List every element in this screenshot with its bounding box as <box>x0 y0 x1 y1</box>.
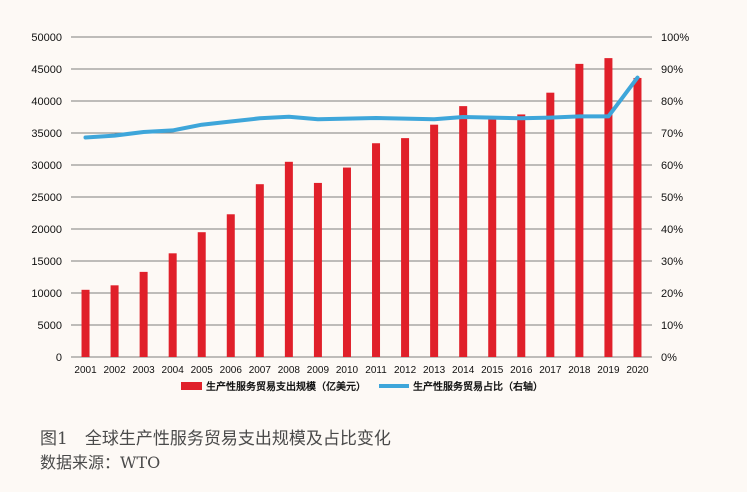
x-tick-label: 2016 <box>510 365 533 376</box>
x-tick-label: 2018 <box>568 365 591 376</box>
x-tick-label: 2020 <box>626 365 649 376</box>
bar-2001 <box>81 289 90 357</box>
y-right-tick-label: 30% <box>661 256 683 268</box>
y-left-tick-label: 35000 <box>31 128 62 140</box>
y-right-tick-label: 0% <box>661 352 677 364</box>
bar-2014 <box>459 106 468 358</box>
x-tick-label: 2004 <box>162 365 185 376</box>
bar-2017 <box>546 92 555 358</box>
legend-label-line: 生产性服务贸易占比（右轴） <box>413 380 543 393</box>
x-tick-label: 2003 <box>133 365 156 376</box>
x-tick-label: 2010 <box>336 365 359 376</box>
bar-2002 <box>110 285 119 357</box>
bar-2005 <box>197 232 206 357</box>
y-left-tick-label: 10000 <box>31 288 62 300</box>
y-right-tick-label: 80% <box>661 96 683 108</box>
y-left-tick-label: 0 <box>56 352 62 364</box>
x-tick-label: 2019 <box>597 365 620 376</box>
y-right-tick-label: 90% <box>661 64 683 76</box>
legend-swatch-bar <box>181 382 202 390</box>
bar-2011 <box>372 143 381 357</box>
y-left-tick-label: 5000 <box>38 320 62 332</box>
bar-2008 <box>284 161 293 357</box>
y-left-tick-label: 15000 <box>31 256 62 268</box>
bar-2015 <box>488 118 497 357</box>
x-tick-label: 2015 <box>481 365 504 376</box>
x-tick-label: 2002 <box>103 365 126 376</box>
bar-2020 <box>633 77 642 358</box>
y-left-tick-label: 30000 <box>31 160 62 172</box>
x-tick-label: 2007 <box>249 365 272 376</box>
bar-2004 <box>168 253 177 357</box>
y-right-tick-label: 40% <box>661 224 683 236</box>
bar-2010 <box>342 167 351 357</box>
y-right-tick-label: 70% <box>661 128 683 140</box>
figure-caption-source: 数据来源：WTO <box>40 453 161 472</box>
y-left-tick-label: 25000 <box>31 192 62 204</box>
y-left-tick-label: 20000 <box>31 224 62 236</box>
bar-2018 <box>575 63 584 357</box>
x-tick-label: 2014 <box>452 365 475 376</box>
bar-2009 <box>313 182 322 357</box>
x-tick-label: 2001 <box>74 365 97 376</box>
bar-2012 <box>401 138 410 357</box>
bar-2003 <box>139 271 148 357</box>
x-tick-label: 2012 <box>394 365 417 376</box>
bar-2016 <box>517 114 526 357</box>
y-right-tick-label: 100% <box>661 32 689 44</box>
line-series-share <box>83 75 640 140</box>
x-tick-label: 2009 <box>307 365 330 376</box>
bar-2013 <box>430 124 439 358</box>
y-right-tick-label: 50% <box>661 192 683 204</box>
y-left-tick-label: 45000 <box>31 64 62 76</box>
bar-2006 <box>226 214 235 357</box>
x-tick-label: 2006 <box>220 365 243 376</box>
y-left-tick-label: 40000 <box>31 96 62 108</box>
y-right-tick-label: 20% <box>661 288 683 300</box>
bar-2019 <box>604 58 613 358</box>
x-tick-label: 2005 <box>191 365 214 376</box>
x-tick-label: 2008 <box>278 365 301 376</box>
x-tick-label: 2013 <box>423 365 446 376</box>
chart: 0 5000 10000 15000 20000 25000 30000 35000 40000… <box>31 32 689 393</box>
y-left-tick-label: 50000 <box>31 32 62 44</box>
y-right-tick-label: 60% <box>661 160 683 172</box>
bar-2007 <box>255 184 264 357</box>
x-tick-label: 2011 <box>365 365 387 376</box>
x-tick-label: 2017 <box>539 365 562 376</box>
figure-caption-title: 图1 全球生产性服务贸易支出规模及占比变化 <box>40 429 391 449</box>
y-right-tick-label: 10% <box>661 320 683 332</box>
legend-label-bar: 生产性服务贸易支出规模（亿美元） <box>206 380 366 393</box>
